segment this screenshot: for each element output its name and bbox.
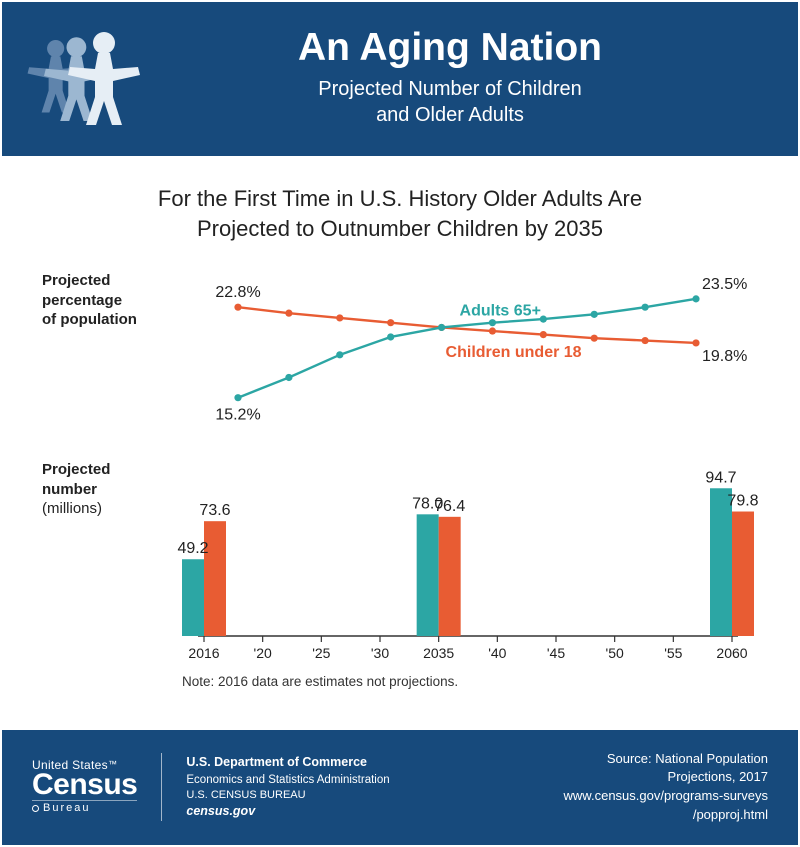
svg-text:'45: '45 [547,645,565,661]
content-area: For the First Time in U.S. History Older… [0,156,800,730]
bar-chart-block: Projected number (millions) 2016 '20 '25 '3… [42,456,758,666]
svg-text:'55: '55 [664,645,682,661]
header-text: An Aging Nation Projected Number of Chil… [166,26,774,128]
svg-text:2016: 2016 [188,645,219,661]
footer-divider [161,753,162,821]
svg-text:'30: '30 [371,645,389,661]
svg-text:49.2: 49.2 [177,541,208,558]
header-banner: An Aging Nation Projected Number of Chil… [0,0,800,156]
line-chart: Adults 65+ Children under 18 22.8% 15.2% 23.… [176,265,758,430]
svg-text:'40: '40 [488,645,506,661]
footer-banner: United States™ Census Bureau U.S. Depart… [0,730,800,847]
svg-text:79.8: 79.8 [727,493,758,510]
department-info: U.S. Department of Commerce Economics an… [186,754,389,820]
svg-text:2060: 2060 [716,645,747,661]
footnote: Note: 2016 data are estimates not projec… [182,674,758,689]
svg-text:23.5%: 23.5% [702,276,747,293]
headline: For the First Time in U.S. History Older… [42,184,758,243]
bar-chart-label: Projected number (millions) [42,456,160,519]
svg-text:19.8%: 19.8% [702,348,747,365]
page-subtitle: Projected Number of Children and Older A… [166,76,734,128]
svg-text:94.7: 94.7 [705,470,736,487]
svg-text:'25: '25 [312,645,330,661]
source-citation: Source: National Population Projections,… [564,750,768,825]
people-icon [26,22,156,132]
svg-text:Children under 18: Children under 18 [446,344,582,361]
svg-text:73.6: 73.6 [199,503,230,520]
svg-text:76.4: 76.4 [434,498,465,515]
svg-text:'50: '50 [606,645,624,661]
svg-text:2035: 2035 [423,645,454,661]
svg-text:Adults 65+: Adults 65+ [460,303,541,320]
census-logo: United States™ Census Bureau [32,760,137,814]
line-chart-label: Projected percentage of population [42,265,160,330]
page-title: An Aging Nation [166,26,734,70]
svg-text:15.2%: 15.2% [215,407,260,424]
svg-text:22.8%: 22.8% [215,285,260,302]
bar-chart: 2016 '20 '25 '30 2035 '40 '45 '50 '55 2060 49.2 73.… [176,456,758,666]
svg-text:'20: '20 [254,645,272,661]
line-chart-block: Projected percentage of population Adult… [42,265,758,430]
